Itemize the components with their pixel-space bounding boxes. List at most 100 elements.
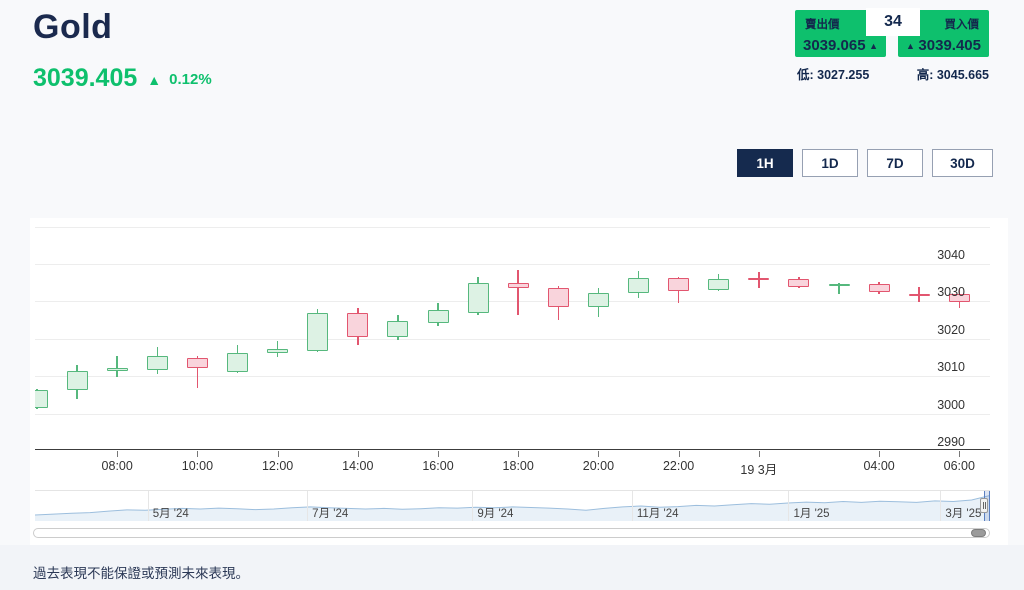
candle-body <box>748 278 770 281</box>
buy-label: 買入價 <box>944 19 980 31</box>
navigator-month-label: 7月 '24 <box>312 508 349 520</box>
navigator-month-label: 5月 '24 <box>152 508 189 520</box>
y-axis-label: 2990 <box>937 435 965 449</box>
x-tick <box>277 451 279 457</box>
candle-body <box>35 390 48 408</box>
candle-body <box>347 312 369 338</box>
y-axis-label: 3030 <box>937 285 965 300</box>
candle-body <box>507 283 529 289</box>
buy-up-arrow-icon: ▲ <box>906 40 915 51</box>
x-tick <box>438 451 439 457</box>
x-tick <box>678 451 680 457</box>
candle-body <box>227 353 248 372</box>
y-gridline <box>35 301 990 303</box>
y-gridline <box>35 264 990 265</box>
y-gridline <box>35 413 990 415</box>
range-button-1h[interactable]: 1H <box>737 149 793 177</box>
navigator-month-label: 1月 '25 <box>793 508 830 520</box>
x-axis-label: 22:00 <box>662 459 695 473</box>
candle-body <box>828 284 850 287</box>
navigator-gridline <box>147 491 149 521</box>
x-tick <box>518 451 520 457</box>
candle-body <box>587 293 609 307</box>
y-axis-label: 3020 <box>937 322 965 337</box>
x-axis-label: 20:00 <box>582 459 615 473</box>
range-button-1d[interactable]: 1D <box>802 149 858 177</box>
spread-badge: 34 <box>866 8 920 36</box>
navigator-gridline <box>940 491 942 521</box>
candle-body <box>708 278 730 291</box>
buy-price-box[interactable]: 買入價 ▲ 3039.405 <box>898 10 989 57</box>
price-change-percent: 0.12% <box>169 71 212 88</box>
candle-body <box>66 370 88 391</box>
footer-strip <box>0 545 1024 590</box>
range-button-30d[interactable]: 30D <box>932 149 993 177</box>
y-axis-label: 3040 <box>937 248 965 262</box>
y-gridline <box>35 338 990 340</box>
x-axis-label: 18:00 <box>502 459 534 473</box>
navigator-handle[interactable] <box>980 498 989 513</box>
candle-body <box>547 287 569 307</box>
sell-label: 賣出價 <box>805 19 840 31</box>
candle-wick <box>196 356 199 389</box>
x-tick <box>758 451 760 457</box>
candle-body <box>467 283 489 314</box>
y-axis-label: 3000 <box>937 397 965 412</box>
x-axis-label: 12:00 <box>261 459 294 473</box>
navigator-month-label: 3月 '25 <box>945 508 982 520</box>
x-tick <box>598 451 600 457</box>
chart-scrollbar-track[interactable] <box>33 528 990 538</box>
candle-wick <box>517 269 519 315</box>
navigator-month-label: 11月 '24 <box>636 508 679 520</box>
candle-body <box>427 310 449 324</box>
sell-up-arrow-icon: ▲ <box>869 40 878 51</box>
candlestick-plot-area[interactable] <box>35 218 990 450</box>
current-price: 3039.405 <box>33 64 138 92</box>
disclaimer-text: 過去表現不能保證或預測未來表現。 <box>33 566 249 581</box>
x-axis-label: 08:00 <box>101 459 133 473</box>
y-gridline <box>35 376 990 378</box>
navigator-gridline <box>631 491 633 521</box>
x-axis-label: 10:00 <box>181 459 214 473</box>
range-button-7d[interactable]: 7D <box>867 149 923 177</box>
candle-body <box>908 293 930 296</box>
price-chart-panel: 3040 3030 3020 3010 3000 2990 08:00 10:00 12:00… <box>30 218 1008 545</box>
candle-body <box>267 349 289 354</box>
candle-body <box>106 367 128 371</box>
candle-wick <box>116 356 118 377</box>
navigator-gridline <box>472 491 474 521</box>
candle-body <box>628 277 649 294</box>
candle-body <box>186 357 208 369</box>
x-tick <box>117 451 119 457</box>
candle-body <box>868 284 890 293</box>
candle-body <box>948 294 970 302</box>
navigator-sparkline <box>35 495 990 521</box>
range-selector: 1H 1D 7D 30D <box>737 149 993 177</box>
x-tick <box>197 451 199 457</box>
buy-price: 3039.405 <box>918 37 981 54</box>
candle-wick <box>276 341 279 357</box>
sell-price: 3039.065 <box>803 37 866 54</box>
candle-body <box>788 278 810 287</box>
navigator-gridline <box>788 491 790 521</box>
x-axis-label: 19 3月 <box>740 463 778 477</box>
y-axis-label: 3010 <box>937 360 965 375</box>
x-tick <box>357 451 359 457</box>
instrument-title: Gold <box>33 8 113 46</box>
x-axis-label: 06:00 <box>943 459 975 473</box>
session-high: 高: 3045.665 <box>916 68 989 82</box>
x-axis-label: 04:00 <box>863 459 895 473</box>
x-axis-label: 14:00 <box>342 459 374 473</box>
candle-body <box>307 312 329 352</box>
candle-wick <box>838 283 840 295</box>
chart-navigator[interactable]: 5月 '24 7月 '24 9月 '24 11月 '24 1月 '25 3月 '25 <box>35 490 990 521</box>
x-axis-label: 16:00 <box>422 459 454 473</box>
candle-body <box>668 277 690 291</box>
navigator-month-label: 9月 '24 <box>477 508 514 520</box>
y-gridline <box>35 226 990 228</box>
x-tick <box>959 451 961 457</box>
chart-scrollbar-thumb[interactable] <box>971 529 986 537</box>
candle-wick <box>758 272 760 289</box>
price-up-arrow-icon: ▲ <box>147 71 162 88</box>
